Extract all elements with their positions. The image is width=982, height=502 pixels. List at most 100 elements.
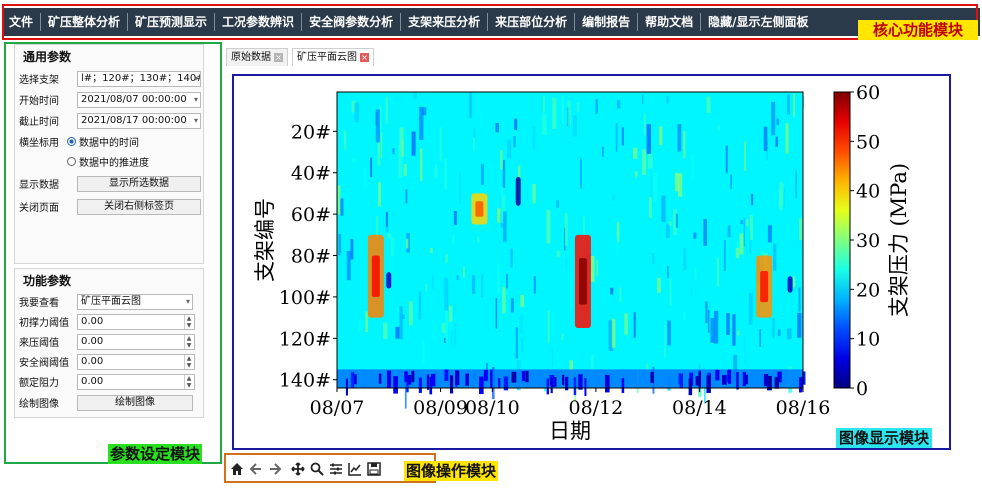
heatmap-cell bbox=[445, 253, 448, 263]
menu-support-pressure-analysis[interactable]: 支架来压分析 bbox=[401, 13, 489, 31]
colorbar-tick-label: 30 bbox=[856, 230, 880, 252]
save-icon[interactable] bbox=[365, 460, 383, 478]
heatmap-cell bbox=[567, 100, 571, 126]
heatmap-low-cell bbox=[498, 378, 501, 388]
menu-overall-analysis[interactable]: 矿压整体分析 bbox=[41, 13, 129, 31]
forward-arrow-icon[interactable] bbox=[266, 460, 284, 478]
heatmap-cell bbox=[615, 238, 618, 256]
heatmap-cell bbox=[354, 102, 359, 123]
heatmap-cell bbox=[667, 320, 671, 346]
heatmap-cell bbox=[473, 138, 475, 152]
radio-time[interactable] bbox=[67, 137, 76, 146]
heatmap-cell bbox=[583, 216, 585, 248]
menu-safety-valve-analysis[interactable]: 安全阀参数分析 bbox=[302, 13, 402, 31]
heatmap-low-cell bbox=[650, 371, 654, 383]
menu-file[interactable]: 文件 bbox=[2, 13, 42, 31]
heatmap-cell bbox=[350, 239, 354, 260]
heatmap-low-cell bbox=[763, 374, 769, 387]
end-time-label: 截止时间 bbox=[19, 117, 59, 128]
show-selected-data-button[interactable]: 显示所选数据 bbox=[77, 175, 201, 192]
heatmap-cell bbox=[467, 194, 470, 221]
heatmap-low-cell bbox=[573, 377, 577, 396]
tab-raw-data[interactable]: 原始数据 × bbox=[226, 48, 288, 66]
zoom-icon[interactable] bbox=[308, 460, 326, 478]
heatmap-cell bbox=[716, 258, 720, 287]
spinner-arrows-icon[interactable]: ▲ ▼ bbox=[184, 334, 193, 349]
heatmap-cell bbox=[532, 126, 536, 150]
draw-label: 绘制图像 bbox=[19, 399, 59, 410]
heatmap-cell bbox=[661, 195, 666, 223]
y-tick-label: 140# bbox=[279, 370, 331, 392]
start-time-picker[interactable]: 2021/08/07 00:00:00 ▾ bbox=[77, 91, 201, 108]
heatmap-low-cell bbox=[426, 374, 430, 390]
heatmap-cell bbox=[392, 148, 395, 155]
edit-axis-icon[interactable] bbox=[346, 460, 364, 478]
menu-compile-report[interactable]: 编制报告 bbox=[575, 13, 639, 31]
menu-help-docs[interactable]: 帮助文档 bbox=[638, 13, 702, 31]
heatmap-cell bbox=[797, 312, 802, 338]
heatmap-cell bbox=[561, 94, 564, 124]
configure-subplots-icon[interactable] bbox=[327, 460, 345, 478]
heatmap-feature bbox=[787, 276, 793, 293]
heatmap-cell bbox=[799, 218, 804, 240]
heatmap-low-cell bbox=[777, 371, 782, 383]
heatmap-cell bbox=[408, 301, 413, 326]
heatmap-cell bbox=[385, 96, 388, 124]
heatmap-low-cell bbox=[503, 376, 509, 391]
menu-prediction-display[interactable]: 矿压预测显示 bbox=[128, 13, 216, 31]
home-icon[interactable] bbox=[228, 460, 246, 478]
spinner-arrows-icon[interactable]: ▲ ▼ bbox=[184, 374, 193, 389]
rated-resistance-input[interactable]: 0.00 ▲ ▼ bbox=[77, 373, 195, 390]
press-threshold-input[interactable]: 0.00 ▲ ▼ bbox=[77, 333, 195, 350]
heatmap-cell bbox=[422, 107, 427, 116]
heatmap-cell bbox=[551, 348, 554, 368]
heatmap-low-cell bbox=[766, 375, 772, 391]
heatmap-cell bbox=[646, 364, 649, 375]
tab-pressure-contour[interactable]: 矿压平面云图 × bbox=[292, 48, 374, 66]
y-tick-label: 80# bbox=[291, 246, 331, 268]
heatmap-cell bbox=[703, 385, 706, 404]
view-row: 我要查看 矿压平面云图 ▾ bbox=[19, 293, 193, 310]
menu-toggle-left-panel[interactable]: 隐藏/显示左侧面板 bbox=[708, 15, 809, 29]
init-threshold-input[interactable]: 0.00 ▲ ▼ bbox=[77, 313, 195, 330]
heatmap-cell bbox=[646, 124, 651, 154]
pan-icon[interactable] bbox=[289, 460, 307, 478]
heatmap-low-cell bbox=[698, 370, 701, 388]
view-select[interactable]: 矿压平面云图 ▾ bbox=[77, 293, 193, 310]
heatmap-cell bbox=[337, 185, 341, 215]
heatmap-cell bbox=[773, 243, 777, 271]
heatmap-cell bbox=[519, 314, 524, 334]
heatmap-cell bbox=[739, 233, 744, 255]
heatmap-cell bbox=[406, 238, 409, 249]
spinner-arrows-icon[interactable]: ▲ ▼ bbox=[184, 314, 193, 329]
show-data-label: 显示数据 bbox=[19, 180, 59, 191]
heatmap-cell bbox=[590, 255, 595, 282]
heatmap-cell bbox=[694, 267, 697, 280]
radio-progress[interactable] bbox=[67, 157, 76, 166]
heatmap-low-cell bbox=[490, 369, 493, 389]
menu-condition-identification[interactable]: 工况参数辨识 bbox=[215, 13, 303, 31]
spinner-arrows-icon[interactable]: ▲ ▼ bbox=[184, 354, 193, 369]
valve-threshold-input[interactable]: 0.00 ▲ ▼ bbox=[77, 353, 195, 370]
close-right-tabs-button[interactable]: 关闭右侧标签页 bbox=[77, 198, 201, 215]
heatmap-cell bbox=[798, 287, 801, 312]
end-time-picker[interactable]: 2021/08/17 00:00:00 ▾ bbox=[77, 112, 201, 129]
heatmap-feature bbox=[515, 176, 521, 206]
heatmap-cell bbox=[453, 211, 457, 225]
menu-pressure-location-analysis[interactable]: 来压部位分析 bbox=[488, 13, 576, 31]
heatmap-cell bbox=[543, 96, 545, 114]
back-arrow-icon[interactable] bbox=[247, 460, 265, 478]
heatmap-cell bbox=[430, 248, 433, 253]
draw-image-button[interactable]: 绘制图像 bbox=[77, 394, 193, 411]
press-threshold-label: 来压阈值 bbox=[19, 338, 59, 349]
support-select[interactable]: l#；120#；130#；140# ▾ bbox=[77, 70, 201, 87]
heatmap-cell bbox=[633, 312, 636, 338]
heatmap-cell bbox=[648, 153, 653, 169]
heatmap-cell bbox=[650, 175, 653, 209]
heatmap-cell bbox=[515, 327, 518, 359]
xaxis-label: 横坐标用 bbox=[19, 138, 59, 149]
close-icon[interactable]: × bbox=[274, 53, 283, 62]
heatmap-cell bbox=[666, 95, 669, 104]
close-icon[interactable]: × bbox=[360, 53, 369, 62]
